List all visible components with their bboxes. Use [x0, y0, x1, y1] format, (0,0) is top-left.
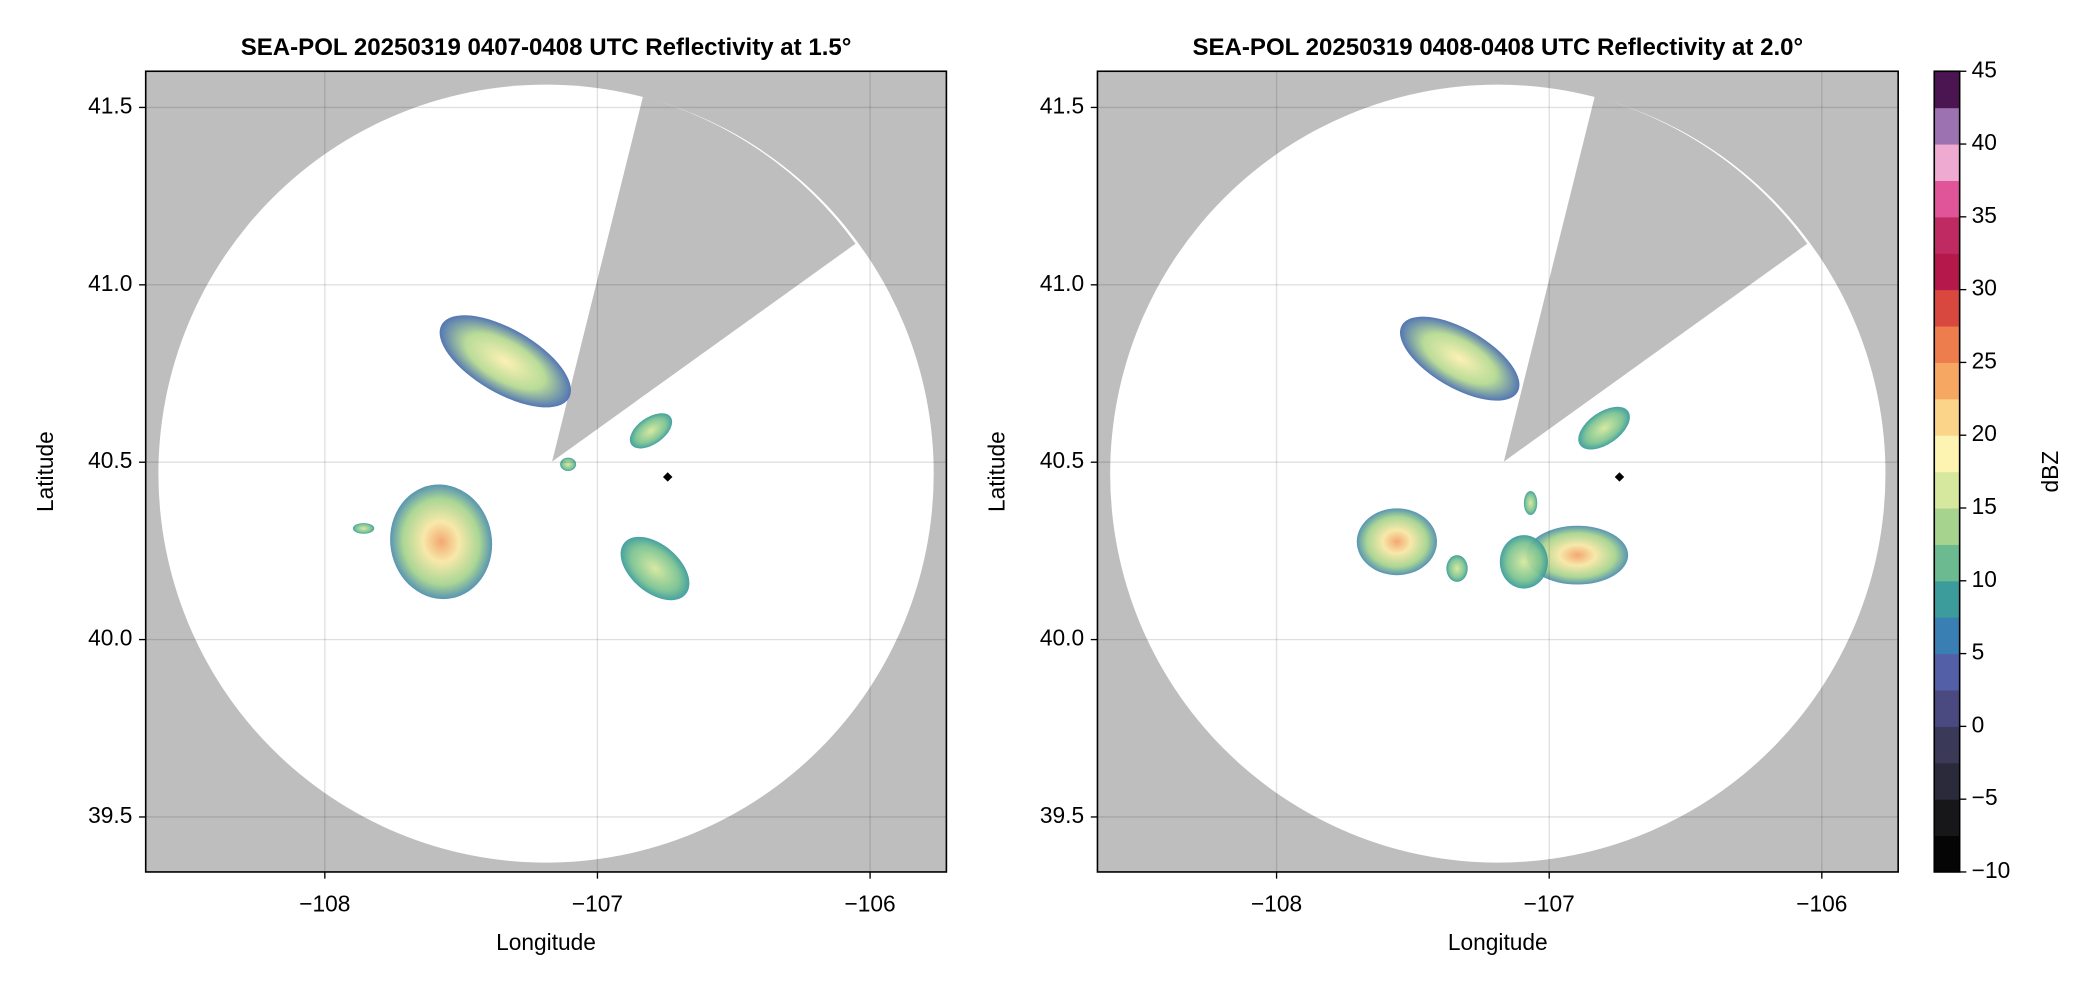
colorbar-tick-label: −10	[1972, 857, 2011, 883]
chart-title: SEA-POL 20250319 0408-0408 UTC Reflectiv…	[1192, 34, 1803, 61]
colorbar-bin	[1934, 362, 1960, 400]
colorbar-bin	[1934, 289, 1960, 327]
colorbar-tick-label: 15	[1972, 493, 1997, 519]
plot-frame	[144, 70, 948, 873]
x-axis-label: Longitude	[1448, 929, 1548, 955]
colorbar-label: dBZ	[2037, 451, 2063, 493]
y-tick-label: 40.5	[88, 447, 132, 473]
colorbar-bin	[1934, 326, 1960, 363]
echo	[620, 536, 690, 601]
colorbar-bin	[1934, 508, 1960, 545]
echo	[1399, 316, 1520, 401]
colorbar-tick-label: 35	[1972, 202, 1997, 228]
y-tick-label: 41.0	[1040, 270, 1084, 296]
echo	[1499, 535, 1548, 589]
colorbar-tick-label: 30	[1972, 275, 1997, 301]
y-tick-label: 39.5	[1040, 802, 1084, 828]
chart-title: SEA-POL 20250319 0407-0408 UTC Reflectiv…	[241, 34, 852, 61]
echo	[1523, 490, 1538, 516]
colorbar-bin	[1934, 216, 1960, 254]
echo	[1578, 406, 1630, 450]
colorbar-bin	[1934, 398, 1960, 436]
panel: −108 −107 −106 39.5 40.0 40.5 41.0 41.5 SEA-POL …	[32, 34, 948, 955]
site-marker	[662, 472, 673, 482]
y-axis-label: Latitude	[984, 431, 1010, 512]
blocked-sector	[552, 96, 856, 462]
x-axis-label: Longitude	[496, 929, 596, 955]
y-axis-label: Latitude	[32, 431, 58, 512]
colorbar-bin	[1934, 689, 1960, 727]
x-tick-label: −108	[1251, 890, 1302, 916]
y-tick-label: 41.5	[1040, 92, 1084, 118]
colorbar-bin	[1934, 726, 1960, 764]
colorbar-bin	[1934, 471, 1960, 509]
y-tick-label: 40.5	[1040, 447, 1084, 473]
colorbar-bin	[1934, 435, 1960, 473]
x-tick-label: −107	[1524, 890, 1575, 916]
colorbar-bin	[1934, 762, 1960, 800]
colorbar-bin	[1934, 835, 1960, 873]
colorbar-bin	[1934, 107, 1960, 145]
y-tick-label: 41.5	[88, 92, 132, 118]
echo	[1446, 555, 1468, 582]
echo	[352, 523, 375, 534]
x-tick-label: −106	[1796, 890, 1847, 916]
colorbar-bin	[1934, 580, 1960, 618]
echo	[439, 315, 571, 408]
x-tick-label: −106	[844, 890, 895, 916]
colorbar-bin	[1934, 799, 1960, 837]
colorbar-frame	[1933, 70, 1961, 873]
echo	[1526, 525, 1629, 585]
colorbar-bin	[1934, 71, 1960, 109]
x-tick-label: −108	[299, 890, 350, 916]
panel: −108 −107 −106 39.5 40.0 40.5 41.0 41.5 SEA-POL …	[984, 34, 1899, 955]
x-tick-label: −107	[572, 890, 623, 916]
colorbar-tick-label: 20	[1972, 420, 1997, 446]
colorbar-tick-label: −5	[1972, 784, 1998, 810]
colorbar-tick-label: 5	[1972, 639, 1985, 665]
colorbar-tick-label: 0	[1972, 711, 1985, 737]
colorbar-tick-label: 10	[1972, 566, 1997, 592]
colorbar-bin	[1934, 653, 1960, 691]
colorbar-tick-label: 25	[1972, 347, 1997, 373]
y-tick-label: 40.0	[1040, 625, 1084, 651]
colorbar-bin	[1934, 180, 1960, 218]
echo	[629, 413, 673, 449]
blocked-sector	[1503, 96, 1808, 462]
echo	[560, 457, 577, 471]
colorbar-bin	[1934, 544, 1960, 582]
colorbar-tick-label: 40	[1972, 129, 1997, 155]
echo	[390, 484, 493, 600]
y-tick-label: 41.0	[88, 270, 132, 296]
colorbar-bin	[1934, 253, 1960, 291]
plot-frame	[1096, 70, 1899, 873]
echo	[1356, 508, 1437, 576]
colorbar-bin	[1934, 144, 1960, 181]
y-tick-label: 40.0	[88, 625, 132, 651]
colorbar-tick-label: 45	[1972, 56, 1997, 82]
colorbar-bin	[1934, 617, 1960, 655]
y-tick-label: 39.5	[88, 802, 132, 828]
